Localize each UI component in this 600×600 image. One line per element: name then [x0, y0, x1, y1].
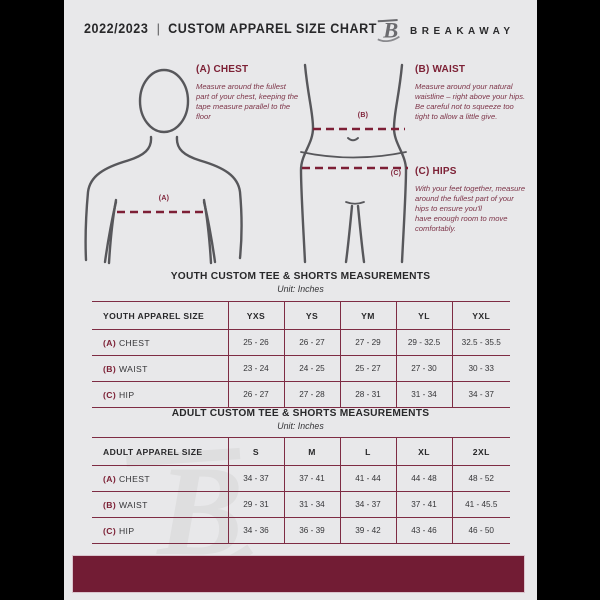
cell: 37 - 41 [283, 465, 340, 492]
adult-header-l: L [339, 437, 396, 466]
adult-header-2xl: 2XL [451, 437, 510, 466]
waist-body-text: Measure around your natural waistline – … [415, 82, 526, 122]
chest-marker-label: (A) [158, 195, 170, 202]
row-label: CHEST [118, 473, 151, 484]
cell: 27 - 28 [283, 381, 340, 408]
row-key: (B) [103, 499, 117, 510]
breakaway-b-monogram-icon: B [376, 14, 403, 48]
cell: 26 - 27 [283, 329, 340, 356]
hips-instructions: (C) HIPS With your feet together, measur… [415, 166, 528, 234]
cell: 32.5 - 35.5 [451, 329, 510, 356]
row-label: WAIST [118, 499, 148, 510]
waist-heading: (B) WAIST [415, 64, 466, 75]
adult-header-s: S [227, 437, 284, 466]
cell: 27 - 29 [339, 329, 396, 356]
youth-header-ys: YS [283, 301, 340, 330]
svg-text:B: B [382, 18, 398, 43]
youth-header-yxl: YXL [451, 301, 510, 330]
cell: 30 - 33 [451, 355, 510, 382]
cell: 31 - 34 [283, 491, 340, 518]
cell: 39 - 42 [339, 517, 396, 544]
cell: 34 - 37 [227, 465, 284, 492]
cell: 44 - 48 [395, 465, 452, 492]
row-key: (B) [103, 363, 117, 374]
cell: 29 - 31 [227, 491, 284, 518]
torso-figure-illustration [84, 68, 243, 265]
cell: 34 - 37 [451, 381, 510, 408]
header-divider: | [156, 22, 160, 36]
cell: 34 - 36 [227, 517, 284, 544]
cell: 27 - 30 [395, 355, 452, 382]
row-label: CHEST [118, 337, 151, 348]
cell: 26 - 27 [227, 381, 284, 408]
size-chart-page: 2022/2023 | CUSTOM APPAREL SIZE CHART B … [64, 0, 537, 600]
row-label: HIP [118, 389, 135, 400]
chest-instructions: (A) CHEST Measure around the fullest par… [196, 64, 299, 122]
adult-chest-row: (A) CHEST 34 - 37 37 - 41 41 - 44 44 - 4… [92, 465, 510, 492]
adult-waist-row: (B) WAIST 29 - 31 31 - 34 34 - 37 37 - 4… [92, 491, 510, 518]
cell: 25 - 27 [339, 355, 396, 382]
youth-header-yxs: YXS [227, 301, 284, 330]
cell: 41 - 44 [339, 465, 396, 492]
adult-unit-label: Unit: Inches [277, 421, 324, 431]
adult-header-row: ADULT APPAREL SIZE S M L XL 2XL [92, 437, 510, 466]
youth-unit-label: Unit: Inches [277, 284, 324, 294]
cell: 37 - 41 [395, 491, 452, 518]
page-title: CUSTOM APPAREL SIZE CHART [168, 21, 377, 36]
waist-instructions: (B) WAIST Measure around your natural wa… [415, 64, 528, 122]
row-label: WAIST [118, 363, 148, 374]
cell: 34 - 37 [339, 491, 396, 518]
youth-waist-row: (B) WAIST 23 - 24 24 - 25 25 - 27 27 - 3… [92, 355, 510, 382]
cell: 46 - 50 [451, 517, 510, 544]
cell: 31 - 34 [395, 381, 452, 408]
cell: 41 - 45.5 [451, 491, 510, 518]
cell: 24 - 25 [283, 355, 340, 382]
row-label: HIP [118, 525, 135, 536]
cell: 29 - 32.5 [395, 329, 452, 356]
header: 2022/2023 | CUSTOM APPAREL SIZE CHART [84, 21, 377, 36]
chest-heading: (A) CHEST [196, 64, 249, 75]
cell: 43 - 46 [395, 517, 452, 544]
waist-marker-label: (B) [357, 112, 369, 119]
row-key: (C) [103, 389, 117, 400]
youth-section-title: YOUTH CUSTOM TEE & SHORTS MEASUREMENTS [170, 271, 431, 282]
youth-size-table: YOUTH APPAREL SIZE YXS YS YM YL YXL (A) … [92, 301, 510, 408]
youth-chest-row: (A) CHEST 25 - 26 26 - 27 27 - 29 29 - 3… [92, 329, 510, 356]
row-key: (C) [103, 525, 117, 536]
row-key: (A) [103, 473, 117, 484]
youth-header-ym: YM [339, 301, 396, 330]
brand-name: BREAKAWAY [410, 25, 515, 37]
adult-size-table: ADULT APPAREL SIZE S M L XL 2XL (A) CHES… [92, 437, 510, 544]
youth-header-yl: YL [395, 301, 452, 330]
hips-body-text: With your feet together, measure around … [415, 184, 526, 234]
hips-marker-label: (C) [390, 170, 402, 177]
cell: 36 - 39 [283, 517, 340, 544]
youth-hip-row: (C) HIP 26 - 27 27 - 28 28 - 31 31 - 34 … [92, 381, 510, 408]
youth-header-row: YOUTH APPAREL SIZE YXS YS YM YL YXL [92, 301, 510, 330]
cell: 48 - 52 [451, 465, 510, 492]
row-key: (A) [103, 337, 117, 348]
adult-header-xl: XL [395, 437, 452, 466]
adult-hip-row: (C) HIP 34 - 36 36 - 39 39 - 42 43 - 46 … [92, 517, 510, 544]
brand-lockup: B BREAKAWAY [376, 14, 515, 48]
adult-section-title: ADULT CUSTOM TEE & SHORTS MEASUREMENTS [171, 408, 430, 419]
cell: 23 - 24 [227, 355, 284, 382]
chest-body-text: Measure around the fullest part of your … [196, 82, 299, 122]
lower-body-figure-illustration [299, 63, 408, 264]
cell: 25 - 26 [227, 329, 284, 356]
adult-header-m: M [283, 437, 340, 466]
footer-accent-bar [72, 555, 525, 593]
header-year: 2022/2023 [84, 21, 149, 36]
adult-header-size: ADULT APPAREL SIZE [103, 446, 203, 457]
youth-header-size: YOUTH APPAREL SIZE [103, 310, 205, 321]
hips-heading: (C) HIPS [415, 166, 457, 177]
cell: 28 - 31 [339, 381, 396, 408]
